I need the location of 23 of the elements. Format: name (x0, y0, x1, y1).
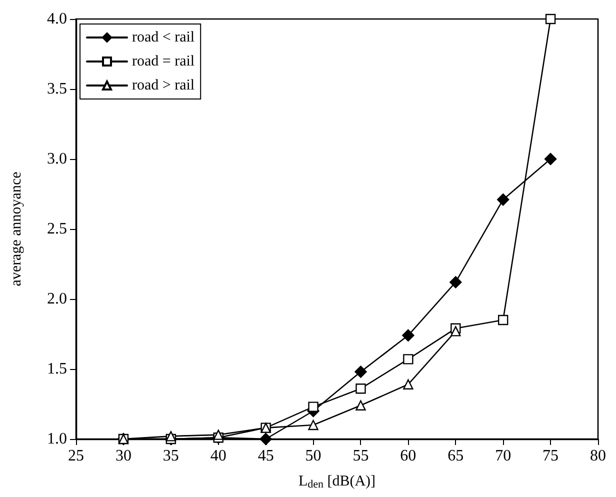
x-tick-label: 45 (258, 448, 274, 464)
y-tick-label: 3.5 (47, 80, 67, 98)
y-tick-label: 1.5 (47, 360, 67, 378)
x-tick-label: 60 (400, 448, 416, 464)
x-tick-label: 80 (590, 448, 606, 464)
x-tick-label: 50 (305, 448, 322, 464)
x-tick-label: 75 (542, 448, 559, 464)
x-tick-label: 55 (352, 448, 369, 464)
legend-label: road > rail (132, 78, 195, 94)
y-axis-title: average annoyance (8, 171, 24, 286)
legend-label: road < rail (132, 30, 195, 46)
x-tick-label: 70 (495, 448, 512, 464)
x-tick-label: 30 (115, 448, 132, 464)
y-tick-label: 3.0 (47, 150, 67, 168)
y-tick-label: 2.0 (47, 290, 67, 308)
y-tick-label: 2.5 (47, 220, 67, 238)
x-tick-label: 40 (210, 448, 226, 464)
x-tick-label: 65 (448, 448, 464, 464)
legend-label: road = rail (132, 54, 195, 70)
y-tick-label: 1.0 (47, 430, 67, 448)
y-tick-label: 4.0 (47, 10, 67, 28)
x-tick-label: 35 (162, 448, 179, 464)
x-tick-label: 25 (68, 448, 84, 464)
